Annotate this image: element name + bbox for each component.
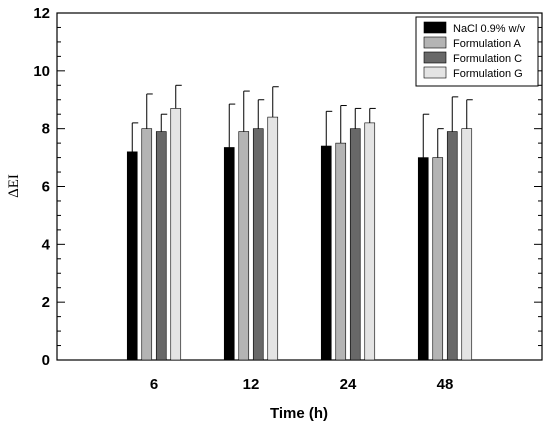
legend-label: Formulation G	[453, 68, 523, 80]
error-bars	[131, 84, 473, 158]
legend-swatch	[423, 66, 447, 79]
bar	[446, 131, 458, 361]
legend-label: Formulation A	[453, 38, 522, 50]
x-tick-label: 6	[150, 376, 158, 393]
bar	[155, 131, 167, 361]
y-tick-label: 12	[33, 5, 50, 22]
x-tick-label: 24	[340, 376, 357, 393]
bar	[267, 116, 279, 361]
legend-label: NaCl 0.9% w/v	[453, 23, 526, 35]
y-tick-label: 4	[42, 236, 51, 253]
y-tick-label: 10	[33, 63, 50, 80]
legend: NaCl 0.9% w/v Formulation A Formulation C F…	[415, 16, 539, 87]
x-axis-ticks: 6 12 24 48	[150, 376, 454, 393]
bar	[432, 157, 444, 361]
legend-swatch	[423, 36, 447, 49]
bar	[461, 128, 473, 361]
legend-swatch	[423, 51, 447, 64]
x-tick-label: 12	[243, 376, 260, 393]
legend-swatch	[423, 21, 447, 34]
bar	[320, 145, 332, 361]
bar	[335, 142, 347, 361]
y-tick-label: 2	[42, 294, 50, 311]
bar-series	[126, 108, 473, 361]
bar	[364, 122, 376, 361]
bar	[223, 147, 235, 361]
legend-label: Formulation C	[453, 53, 522, 65]
bar	[349, 128, 361, 361]
y-tick-label: 0	[42, 352, 50, 369]
bar	[141, 128, 153, 361]
y-tick-label: 8	[42, 121, 50, 138]
y-axis-ticks: 0 2 4 6 8 10 12	[33, 5, 542, 369]
x-tick-label: 48	[437, 376, 454, 393]
x-axis-title: Time (h)	[270, 405, 328, 422]
bar	[417, 157, 429, 361]
y-tick-label: 6	[42, 179, 50, 196]
bar	[252, 128, 264, 361]
bar	[126, 151, 138, 361]
y-axis-title: ΔEI	[6, 174, 22, 198]
bar	[238, 131, 250, 361]
bar	[170, 108, 182, 361]
